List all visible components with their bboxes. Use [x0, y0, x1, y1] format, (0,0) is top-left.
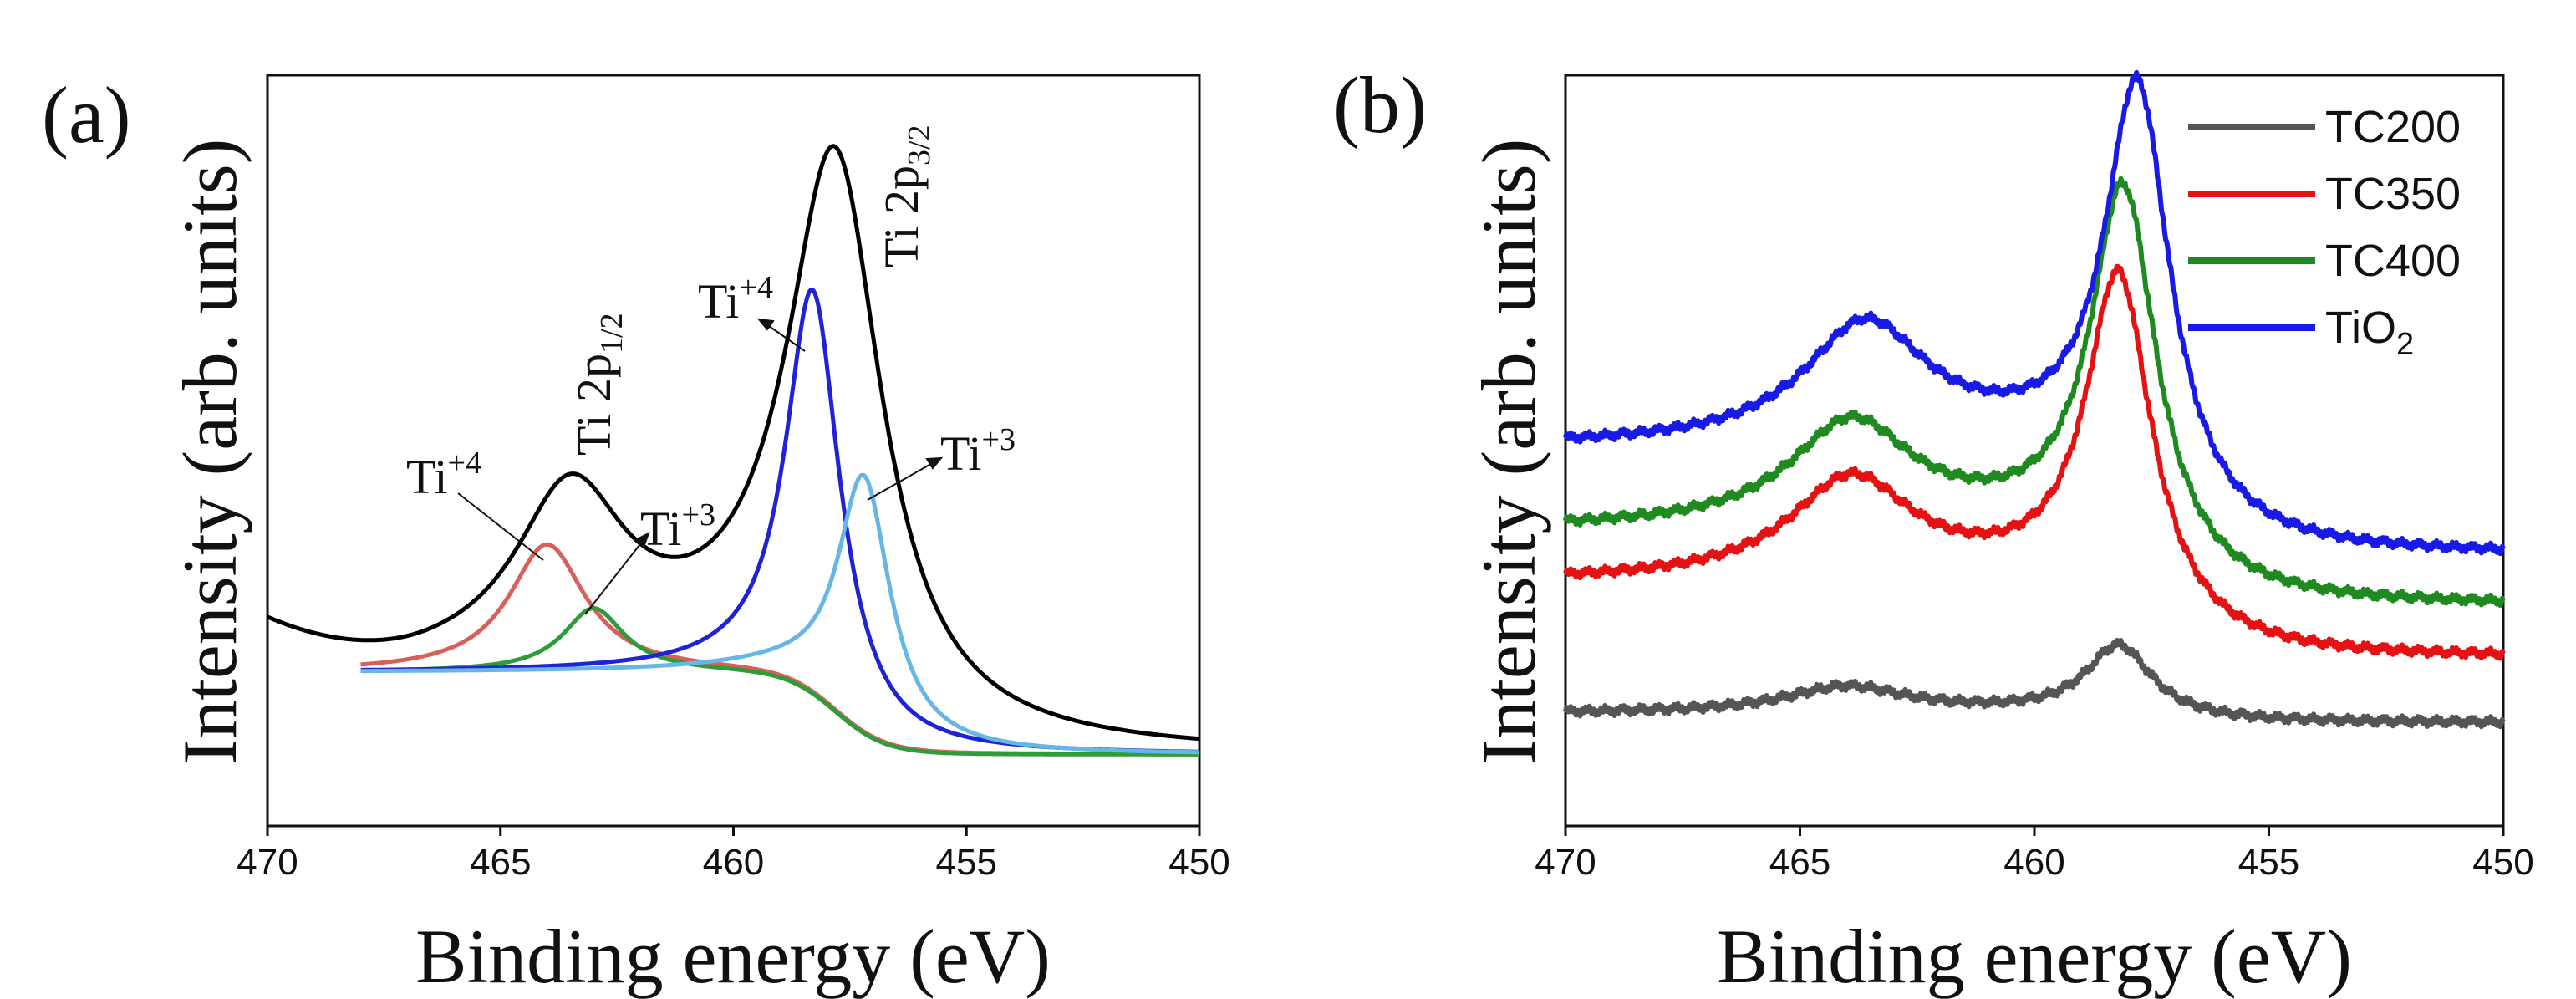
panel-b-xtick-label-1: 465	[1769, 842, 1830, 883]
legend-label-tc400: TC400	[2325, 236, 2461, 286]
legend-label-tio2: TiO2	[2325, 303, 2414, 362]
arrow-ti3-left	[584, 533, 649, 615]
panel-a-xtick-label-4: 450	[1168, 842, 1229, 883]
panel-b-label: (b)	[1333, 60, 1427, 150]
panel-a-y-axis-title: Intensity (arb. units)	[167, 139, 252, 765]
arrow-ti4-left	[457, 492, 544, 561]
legend-label-tc200: TC200	[2325, 102, 2461, 152]
legend-label-tc350: TC350	[2325, 169, 2461, 219]
panel-a-series-ti-3-2p3-2-	[359, 472, 1201, 755]
panel-a-xtick-label-0: 470	[237, 842, 298, 883]
panel-a-series-ti-4-2p3-2-	[359, 287, 1201, 754]
arrow-ti4-right	[768, 325, 806, 352]
panel-b-series-tio2	[1563, 69, 2506, 557]
panel-a-arrows	[457, 318, 944, 615]
panel-b-x-axis-title: Binding energy (eV)	[1717, 914, 2352, 999]
panel-b-series-tc400	[1563, 176, 2506, 608]
legend-item-tc200: TC200	[2188, 102, 2461, 152]
anno-ti2p32: Ti 2p3/2	[874, 125, 937, 268]
panel-a-series-ti-4-2p1-2-	[359, 542, 1201, 757]
panel-a-xtick-label-1: 465	[470, 842, 531, 883]
panel-a-label: (a)	[42, 70, 131, 160]
anno-ti2p12: Ti 2p1/2	[567, 313, 629, 456]
arrow-ti3-right	[867, 457, 942, 501]
panel-b-series-tc200	[1563, 638, 2506, 730]
panel-a-x-axis-title: Binding energy (eV)	[415, 914, 1051, 999]
panel-a-xtick-label-3: 455	[936, 842, 997, 883]
legend-item-tio2: TiO2	[2188, 303, 2414, 362]
panel-b-xtick-label-4: 450	[2472, 842, 2533, 883]
panel-b-xtick-label-3: 455	[2238, 842, 2299, 883]
anno-ti3-right: Ti+3	[940, 422, 1016, 481]
panel-b-xtick-label-0: 470	[1535, 842, 1596, 883]
arrow-ti4-right-head	[756, 318, 775, 331]
panel-a-x-ticks: 470 465 460 455 450	[237, 826, 1230, 883]
panel-b: (b) 470 465 460 455 450 TC200 TC350 TC400 Ti…	[1333, 60, 2534, 999]
panel-b-xtick-label-2: 460	[2003, 842, 2064, 883]
panel-a-series-envelope	[266, 144, 1201, 742]
anno-ti4-right: Ti+4	[698, 270, 773, 329]
panel-a-series-group	[266, 144, 1201, 757]
arrow-ti3-right-head	[925, 456, 944, 470]
panel-a-series-ti-3-2p1-2-	[359, 606, 1201, 757]
panel-a: (a) 470 465 460 455 450 Ti+4 Ti+3 Ti+4 Ti+3 …	[42, 70, 1230, 999]
anno-ti3-left: Ti+3	[640, 497, 715, 556]
panel-b-series-group	[1563, 69, 2506, 730]
panel-b-series-tc350	[1563, 263, 2506, 661]
arrow-ti3-left-head	[634, 531, 650, 548]
panel-b-x-ticks: 470 465 460 455 450	[1535, 826, 2534, 883]
legend-item-tc400: TC400	[2188, 236, 2461, 286]
anno-ti4-left: Ti+4	[406, 446, 481, 504]
panel-b-legend: TC200 TC350 TC400 TiO2	[2188, 102, 2461, 362]
panel-a-xtick-label-2: 460	[703, 842, 764, 883]
panel-b-y-axis-title: Intensity (arb. units)	[1466, 139, 1551, 765]
legend-item-tc350: TC350	[2188, 169, 2461, 219]
